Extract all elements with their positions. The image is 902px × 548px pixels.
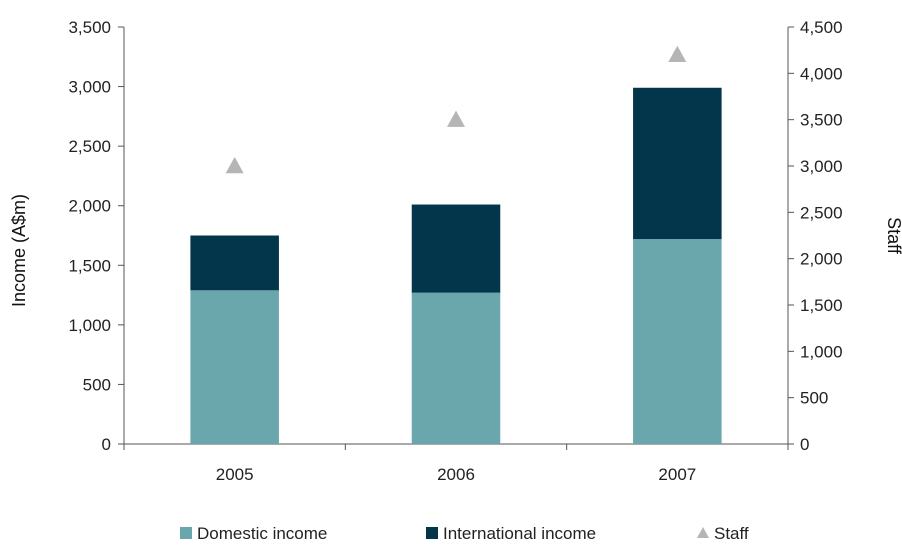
x-ticks: 2005 2006 2007 xyxy=(123,444,789,484)
left-tick-label: 1,500 xyxy=(68,256,111,275)
staff-marker-2006 xyxy=(447,110,465,127)
right-tick-label: 4,500 xyxy=(800,18,843,37)
right-tick-label: 1,000 xyxy=(800,342,843,361)
x-tick-label: 2005 xyxy=(216,465,254,484)
plot-area: 0 500 1,000 1,500 2,000 2,500 3,000 3,500 0 500 1… xyxy=(68,18,842,484)
right-tick-label: 2,000 xyxy=(800,250,843,269)
bar-series xyxy=(190,87,722,444)
right-tick-label: 2,500 xyxy=(800,203,843,222)
legend-marker-staff xyxy=(697,527,709,538)
left-axis-title: Income (A$m) xyxy=(9,194,29,307)
bar-international-income-2007 xyxy=(633,87,722,240)
bar-domestic-income-2005 xyxy=(190,290,279,444)
right-tick-label: 500 xyxy=(800,389,828,408)
staff-marker-2007 xyxy=(668,45,687,62)
left-tick-label: 500 xyxy=(83,375,111,394)
right-tick-label: 1,500 xyxy=(800,296,843,315)
bar-domestic-income-2006 xyxy=(411,292,501,444)
staff-marker-2005 xyxy=(225,157,244,174)
left-tick-label: 1,000 xyxy=(68,316,111,335)
bar-international-income-2005 xyxy=(190,235,279,291)
bar-international-income-2006 xyxy=(411,204,501,293)
legend-swatch-international-income xyxy=(426,527,438,539)
legend: Domestic income International income Staff xyxy=(180,524,749,543)
left-tick-label: 2,500 xyxy=(68,137,111,156)
staff-markers xyxy=(225,45,687,174)
bar-domestic-income-2007 xyxy=(633,239,722,444)
left-y-ticks: 0 500 1,000 1,500 2,000 2,500 3,000 3,500 xyxy=(68,18,124,454)
right-y-ticks: 0 500 1,000 1,500 2,000 2,500 3,000 3,500 4,000 4… xyxy=(788,18,843,454)
right-tick-label: 4,000 xyxy=(800,64,843,83)
legend-label-domestic-income: Domestic income xyxy=(197,524,327,543)
left-tick-label: 2,000 xyxy=(68,197,111,216)
legend-swatch-domestic-income xyxy=(180,527,192,539)
x-tick-label: 2006 xyxy=(437,465,475,484)
right-tick-label: 0 xyxy=(800,435,809,454)
left-tick-label: 3,000 xyxy=(68,78,111,97)
right-axis-title: Staff xyxy=(884,217,902,255)
right-tick-label: 3,000 xyxy=(800,157,843,176)
right-tick-label: 3,500 xyxy=(800,111,843,130)
left-tick-label: 3,500 xyxy=(68,18,111,37)
left-tick-label: 0 xyxy=(102,435,111,454)
x-tick-label: 2007 xyxy=(658,465,696,484)
legend-label-staff: Staff xyxy=(714,524,749,543)
legend-label-international-income: International income xyxy=(443,524,596,543)
